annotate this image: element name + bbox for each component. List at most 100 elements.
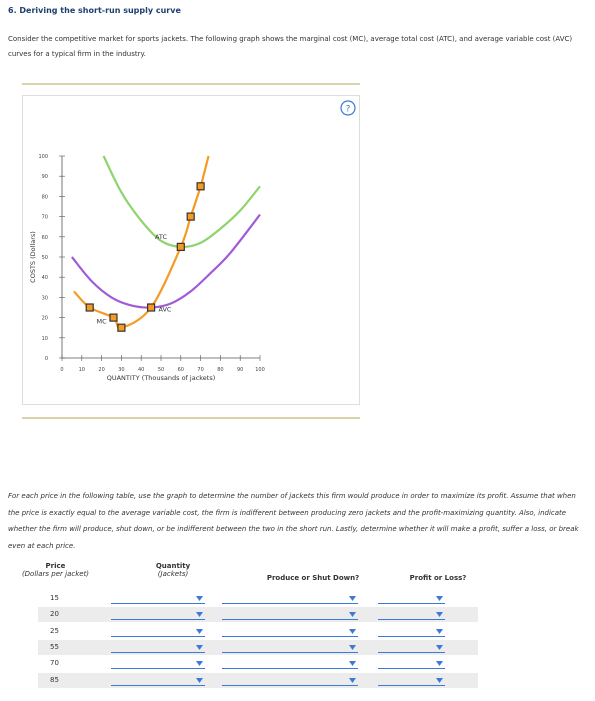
- point-marker: [186, 212, 195, 221]
- header-sub: (Jackets): [157, 570, 189, 578]
- point-marker: [85, 303, 94, 312]
- dropdown[interactable]: [222, 609, 358, 621]
- y-tick-label: 70: [42, 215, 48, 221]
- x-tick-label: 30: [118, 367, 124, 373]
- column-header: Price (Dollars per jacket): [8, 562, 103, 578]
- dropdown-arrow[interactable]: [196, 677, 203, 683]
- header-sub: (Dollars per jacket): [21, 570, 90, 578]
- header-title: Profit or Loss?: [409, 574, 467, 582]
- x-tick-label: 40: [138, 367, 144, 373]
- point-marker: [117, 323, 126, 332]
- dropdown[interactable]: [378, 609, 445, 621]
- dropdown[interactable]: [378, 675, 445, 686]
- curve-label: MC: [97, 318, 108, 326]
- column-header: Profit or Loss?: [398, 574, 478, 582]
- x-tick-label: 10: [79, 367, 85, 373]
- dropdown[interactable]: [222, 593, 358, 604]
- y-axis-title: COSTS (Dollars): [29, 231, 37, 283]
- divider: [22, 83, 360, 85]
- header-title: Quantity: [155, 562, 191, 570]
- dropdown-arrow[interactable]: [436, 628, 443, 634]
- point-marker: [109, 313, 118, 322]
- dropdown-arrow[interactable]: [349, 596, 356, 601]
- dropdown[interactable]: [111, 675, 205, 686]
- dropdown[interactable]: [222, 626, 358, 637]
- x-tick-label: 70: [197, 367, 203, 373]
- dropdown-arrow[interactable]: [196, 596, 203, 601]
- dropdown-arrow[interactable]: [349, 628, 356, 634]
- dropdown[interactable]: [222, 658, 358, 670]
- y-tick-label: 60: [42, 235, 48, 241]
- y-tick-label: 100: [38, 154, 48, 160]
- dropdown[interactable]: [111, 642, 205, 653]
- dropdown-arrow[interactable]: [436, 596, 443, 601]
- dropdown[interactable]: [378, 642, 445, 653]
- x-tick-label: 0: [60, 367, 63, 373]
- price: 70: [50, 659, 59, 668]
- dropdown[interactable]: [111, 626, 205, 637]
- chart-box: ? 0 10 20 30 40 50 60 70 80 90 100 0 10 20 30 40 50 60 70 8…: [22, 95, 360, 405]
- dropdown-arrow[interactable]: [349, 644, 356, 650]
- dropdown[interactable]: [222, 642, 358, 653]
- dropdown[interactable]: [378, 658, 445, 670]
- point-marker: [146, 303, 156, 312]
- x-tick-label: 90: [237, 367, 243, 373]
- y-tick-label: 40: [42, 275, 48, 281]
- point-marker: [176, 242, 185, 251]
- price: 15: [50, 594, 59, 602]
- y-tick-label: 80: [42, 194, 48, 200]
- y-tick-label: 0: [45, 356, 48, 362]
- dropdown-arrow[interactable]: [196, 661, 203, 667]
- dropdown-arrow[interactable]: [196, 612, 203, 618]
- y-tick-label: 50: [42, 255, 48, 261]
- intro: Consider the competitive market for spor…: [8, 35, 573, 58]
- price: 25: [50, 626, 59, 635]
- price: 20: [50, 610, 59, 619]
- x-tick-label: 80: [217, 367, 223, 373]
- dropdown-arrow[interactable]: [349, 677, 356, 683]
- curve-label: AVC: [158, 306, 171, 314]
- table-row: 20: [38, 607, 478, 623]
- point-marker: [196, 182, 205, 191]
- x-axis-title: QUANTITY (Thousands of jackets): [107, 374, 216, 382]
- dropdown-arrow[interactable]: [436, 661, 443, 667]
- title: 6. Deriving the short-run supply curve: [8, 6, 181, 15]
- dropdown-arrow[interactable]: [436, 677, 443, 683]
- instructions: For each price in the following table, u…: [8, 492, 579, 550]
- x-tick-label: 50: [158, 367, 164, 373]
- y-tick-label: 10: [42, 336, 48, 342]
- x-tick-label: 100: [255, 367, 265, 373]
- table-row: 55: [38, 639, 478, 655]
- y-tick-label: 90: [42, 174, 48, 180]
- dropdown[interactable]: [222, 675, 358, 686]
- curve: [73, 155, 210, 329]
- dropdown-arrow[interactable]: [349, 661, 356, 667]
- dropdown-arrow[interactable]: [196, 644, 203, 650]
- help-text[interactable]: ?: [346, 105, 351, 115]
- dropdown[interactable]: [111, 609, 205, 621]
- chart: ? 0 10 20 30 40 50 60 70 80 90 100 0 10 20 30 40 50 60 70 8…: [29, 100, 356, 382]
- x-tick-label: 20: [98, 367, 104, 373]
- help-icon[interactable]: [340, 100, 356, 116]
- table-row: 70: [38, 656, 478, 671]
- dropdown[interactable]: [111, 593, 205, 604]
- table-row: 15: [38, 591, 478, 606]
- dropdown[interactable]: [378, 626, 445, 637]
- header-title: Price: [45, 562, 66, 570]
- dropdown[interactable]: [111, 658, 205, 670]
- dropdown-arrow[interactable]: [436, 644, 443, 650]
- column-header: Produce or Shut Down?: [233, 574, 393, 582]
- dropdown-arrow[interactable]: [349, 612, 356, 618]
- curve-label: ATC: [155, 233, 168, 241]
- dropdown-arrow[interactable]: [196, 628, 203, 634]
- dropdown[interactable]: [378, 593, 445, 604]
- header-title: Produce or Shut Down?: [266, 574, 360, 582]
- divider: [22, 417, 360, 419]
- table-row: 85: [38, 672, 478, 688]
- column-header: Quantity (Jackets): [138, 562, 208, 578]
- table-row: 25: [38, 624, 478, 639]
- dropdown-arrow[interactable]: [436, 612, 443, 618]
- curve: [71, 213, 261, 309]
- curve: [102, 155, 261, 249]
